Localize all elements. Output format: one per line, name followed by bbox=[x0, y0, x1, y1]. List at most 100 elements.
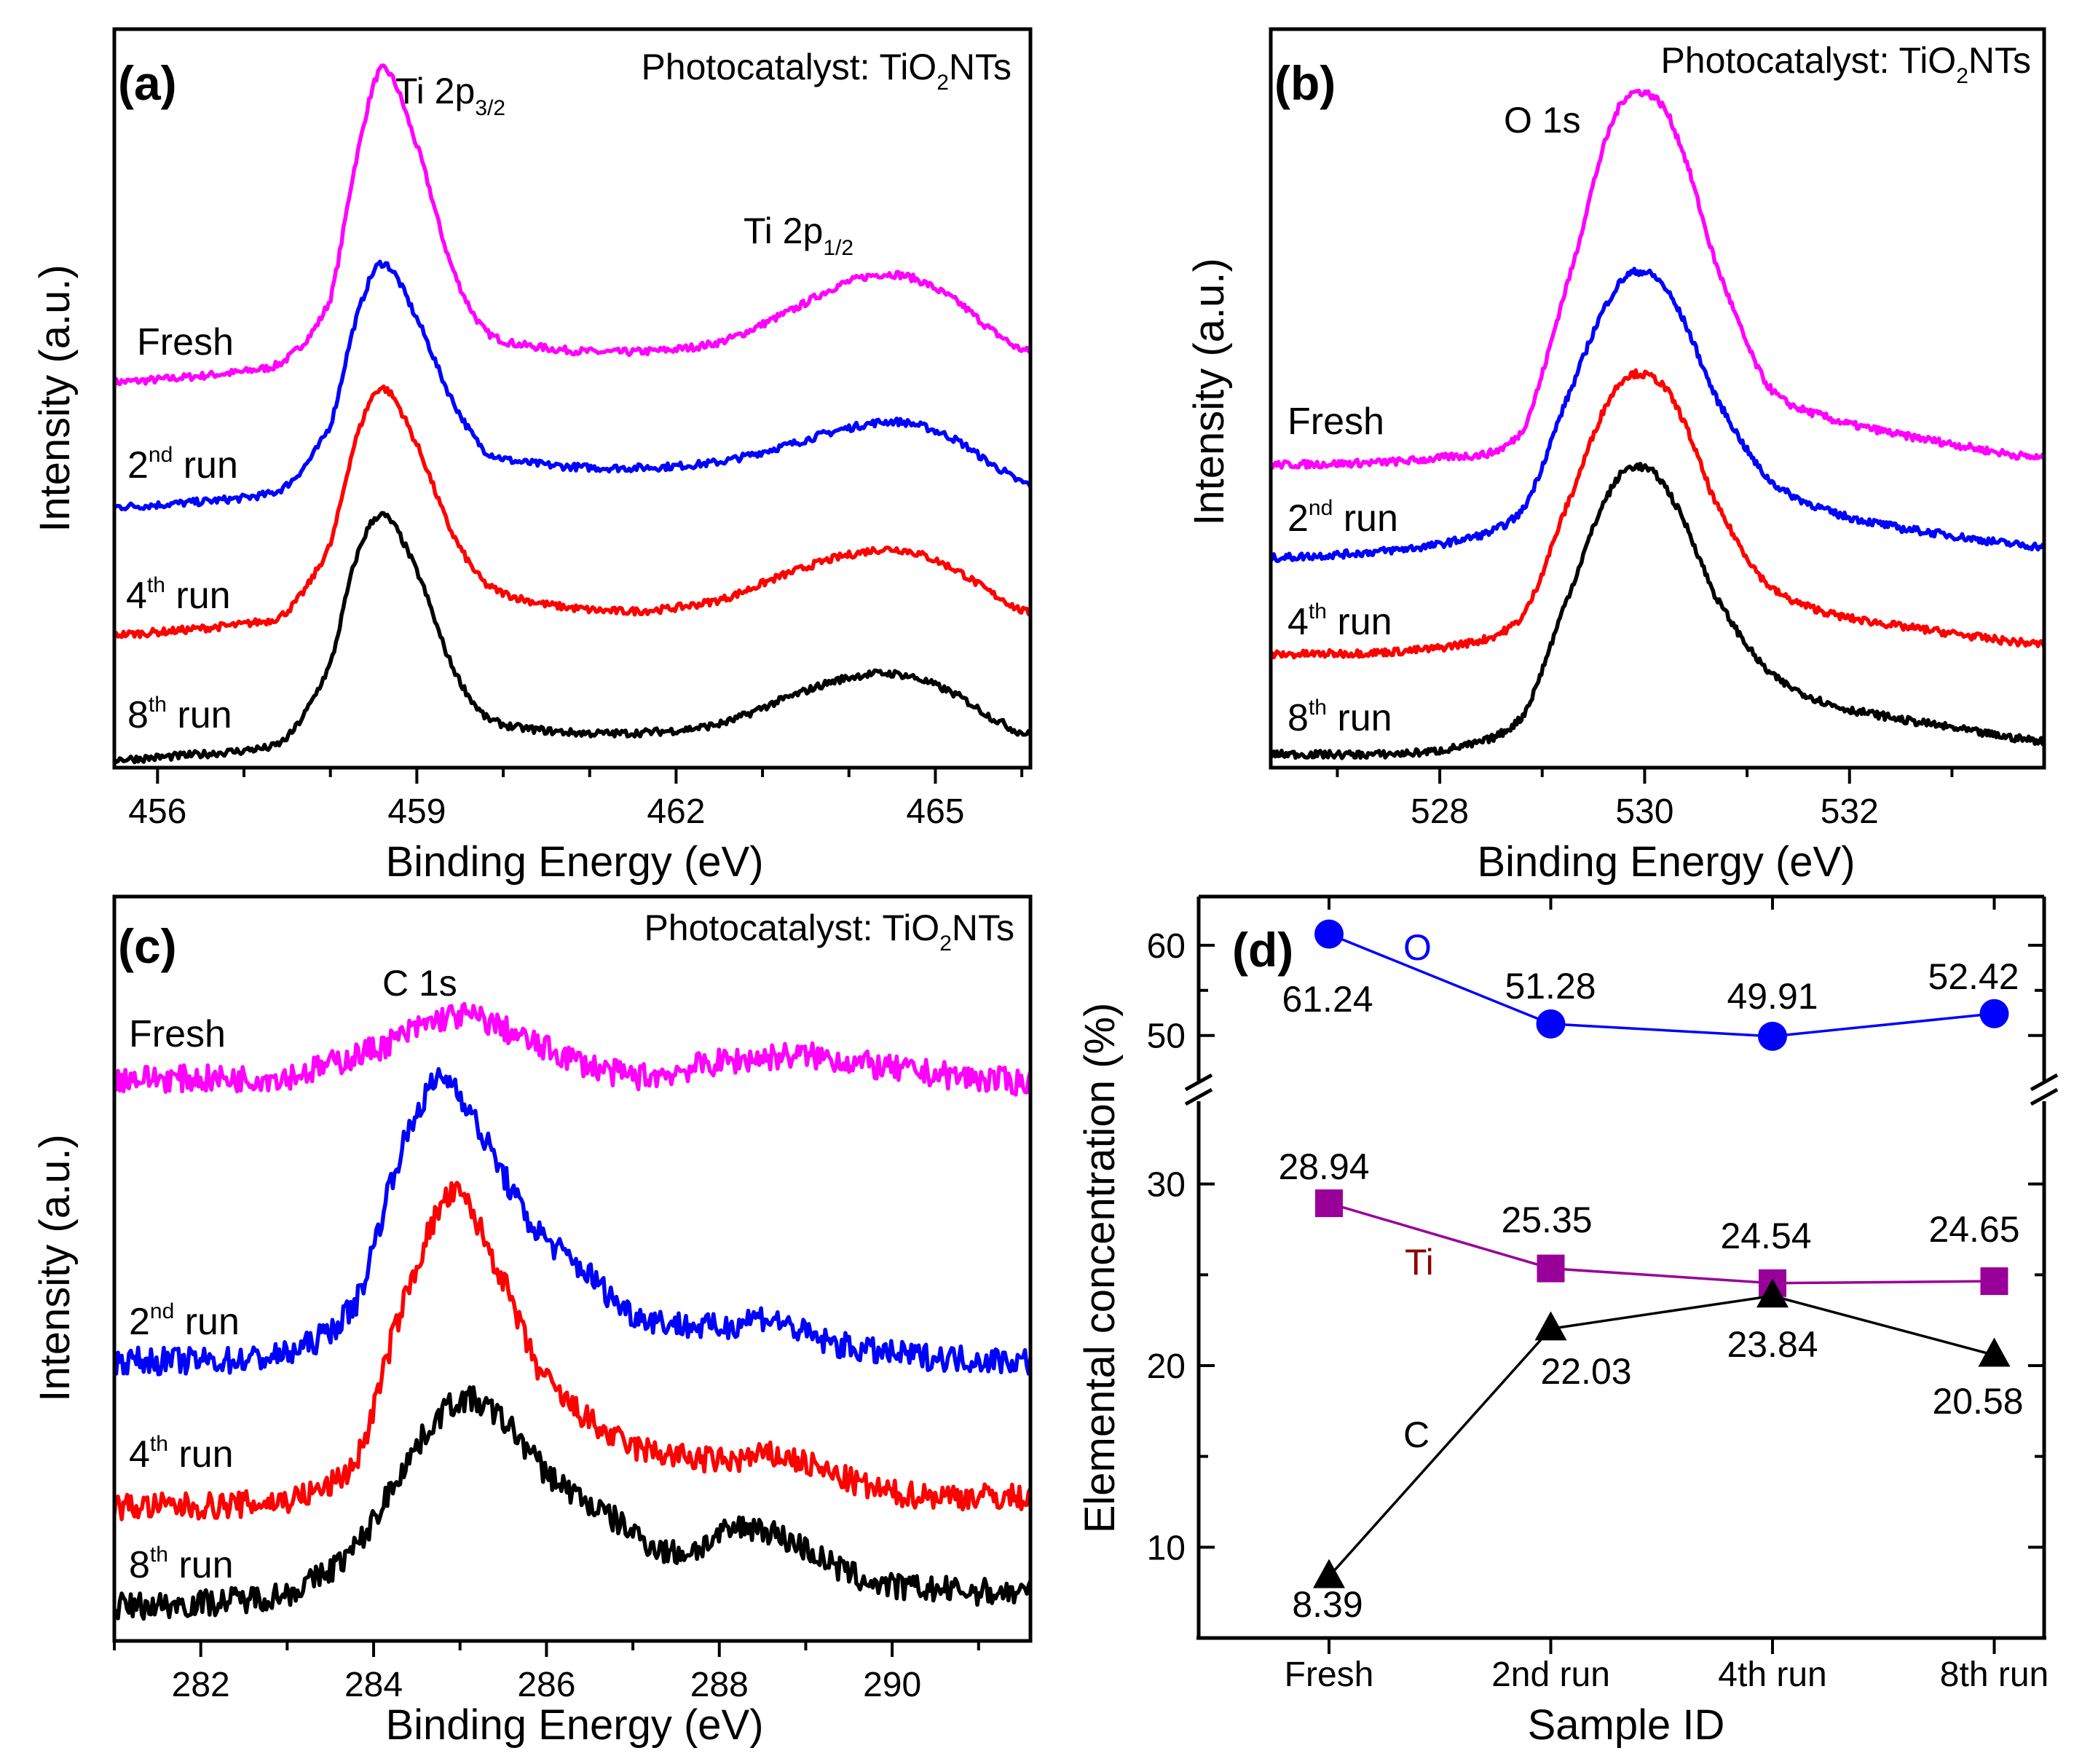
x-tick-label: 8th run bbox=[1940, 1655, 2049, 1694]
panel-c-ticks: 282 284 286 288 290 bbox=[113, 1641, 980, 1704]
x-tick-label: Fresh bbox=[1285, 1655, 1374, 1694]
panel-a-label: (a) bbox=[118, 56, 177, 110]
value-label: 23.84 bbox=[1727, 1324, 1818, 1365]
spectrum-line-fresh bbox=[112, 63, 1033, 387]
marker-circle bbox=[1979, 999, 2009, 1028]
series-label-4th: 4th run bbox=[1288, 599, 1392, 643]
y-tick-label: 10 bbox=[1147, 1529, 1186, 1567]
x-tick-label: 282 bbox=[172, 1666, 230, 1704]
y-tick-label: 30 bbox=[1147, 1166, 1186, 1205]
spectrum-line-fresh bbox=[1269, 88, 2046, 470]
panel-b-frame bbox=[1269, 27, 2046, 770]
peak-label-o-1s: O 1s bbox=[1504, 100, 1581, 141]
panel-a-ylabel: Intensity (a.u.) bbox=[31, 264, 79, 532]
panel-b-curves bbox=[1269, 88, 2046, 760]
marker-square bbox=[1315, 1189, 1343, 1218]
panel-a-xlabel: Binding Energy (eV) bbox=[385, 838, 763, 886]
panel-a-ticks: 456 459 462 465 bbox=[128, 768, 1024, 831]
x-tick-label: 459 bbox=[387, 792, 446, 831]
panel-b-ticks: 528 530 532 bbox=[1336, 768, 1954, 831]
x-tick-label: 286 bbox=[517, 1666, 575, 1704]
y-tick-label: 20 bbox=[1147, 1347, 1186, 1386]
spectrum-line-8th-run bbox=[113, 1385, 1033, 1621]
marker-square bbox=[1537, 1254, 1565, 1283]
marker-circle bbox=[1758, 1021, 1787, 1051]
series-line-o bbox=[1328, 932, 1995, 1038]
panel-a-frame bbox=[112, 27, 1033, 770]
panel-d-lines bbox=[1313, 919, 2011, 1588]
x-tick-label: 532 bbox=[1821, 792, 1879, 831]
x-tick-label: 4th run bbox=[1718, 1655, 1826, 1694]
axis-break-mark bbox=[2030, 1073, 2059, 1092]
spectrum-line-4th-run bbox=[113, 384, 1032, 639]
series-line-ti bbox=[1328, 1202, 1995, 1285]
series-name-c: C bbox=[1403, 1414, 1430, 1455]
spectrum-line-fresh bbox=[112, 1001, 1033, 1097]
spectrum-line-8th-run bbox=[112, 511, 1033, 765]
series-label-fresh: Fresh bbox=[137, 321, 234, 363]
marker-triangle bbox=[1313, 1559, 1345, 1588]
series-label-4th: 4th run bbox=[129, 1432, 234, 1476]
value-label: 49.91 bbox=[1727, 976, 1818, 1017]
value-label: 20.58 bbox=[1932, 1381, 2023, 1422]
panel-a: 456 459 462 465 (a) Photocatalyst: TiO2NTs … bbox=[31, 27, 1033, 886]
value-label: 28.94 bbox=[1278, 1146, 1369, 1187]
series-label-8th: 8th run bbox=[1288, 696, 1392, 739]
panel-c-frame bbox=[112, 894, 1033, 1643]
panel-d-ylabel: Elemental concentration (%) bbox=[1076, 1003, 1124, 1534]
panel-c-xlabel: Binding Energy (eV) bbox=[385, 1701, 763, 1749]
panel-d: 10 20 30 50 60 Fresh 2nd run 4th run 8th run (d)… bbox=[1076, 894, 2059, 1749]
spectrum-line-4th-run bbox=[1270, 368, 2046, 660]
marker-circle bbox=[1314, 919, 1344, 949]
panel-c-title: Photocatalyst: TiO2NTs bbox=[644, 907, 1014, 956]
series-label-2nd: 2nd run bbox=[127, 443, 238, 487]
x-tick-label: 530 bbox=[1615, 792, 1673, 831]
series-label-fresh: Fresh bbox=[1288, 401, 1384, 443]
series-name-o: O bbox=[1403, 927, 1432, 968]
value-label: 22.03 bbox=[1540, 1351, 1631, 1392]
marker-circle bbox=[1536, 1009, 1566, 1039]
series-label-8th: 8th run bbox=[129, 1543, 234, 1586]
x-tick-label: 456 bbox=[128, 792, 186, 831]
marker-triangle bbox=[1978, 1337, 2011, 1367]
value-label: 8.39 bbox=[1292, 1584, 1363, 1625]
marker-triangle bbox=[1756, 1278, 1789, 1308]
y-tick-label: 60 bbox=[1147, 927, 1186, 966]
value-label: 51.28 bbox=[1505, 966, 1596, 1007]
panel-d-axes: 10 20 30 50 60 Fresh 2nd run 4th run 8th run bbox=[1147, 894, 2059, 1694]
x-tick-label: 290 bbox=[863, 1666, 921, 1704]
panel-b-label: (b) bbox=[1274, 56, 1336, 110]
axis-break-mark bbox=[2030, 1087, 2059, 1106]
panel-b-ylabel: Intensity (a.u.) bbox=[1186, 258, 1233, 525]
peak-label-ti-2p1: Ti 2p1/2 bbox=[744, 210, 853, 260]
value-label: 24.54 bbox=[1720, 1216, 1811, 1256]
panel-c-ylabel: Intensity (a.u.) bbox=[31, 1134, 79, 1401]
series-label-8th: 8th run bbox=[127, 693, 232, 736]
series-label-2nd: 2nd run bbox=[129, 1299, 240, 1343]
panel-a-title: Photocatalyst: TiO2NTs bbox=[641, 47, 1012, 95]
series-label-4th: 4th run bbox=[126, 573, 231, 617]
value-label: 61.24 bbox=[1282, 979, 1373, 1020]
peak-label-c-1s: C 1s bbox=[382, 963, 457, 1004]
panel-c-curves bbox=[112, 1001, 1033, 1621]
panel-d-xlabel: Sample ID bbox=[1528, 1701, 1725, 1749]
axis-break-mark bbox=[1184, 1073, 1213, 1092]
panel-a-curves bbox=[112, 63, 1033, 765]
x-tick-label: 465 bbox=[906, 792, 964, 831]
series-label-2nd: 2nd run bbox=[1288, 496, 1398, 540]
value-label: 24.65 bbox=[1928, 1209, 2019, 1250]
series-label-fresh: Fresh bbox=[129, 1013, 226, 1055]
spectrum-line-4th-run bbox=[112, 1181, 1033, 1521]
series-line-c bbox=[1328, 1294, 1995, 1578]
x-tick-label: 288 bbox=[690, 1666, 749, 1704]
panel-b-title: Photocatalyst: TiO2NTs bbox=[1660, 40, 2031, 88]
marker-square bbox=[1980, 1267, 2008, 1296]
panel-d-label: (d) bbox=[1232, 923, 1293, 977]
x-tick-label: 2nd run bbox=[1491, 1655, 1610, 1694]
axis-break-mark bbox=[1184, 1087, 1213, 1106]
x-tick-label: 462 bbox=[647, 792, 705, 831]
marker-triangle bbox=[1534, 1311, 1567, 1341]
spectrum-line-2nd-run bbox=[114, 259, 1033, 512]
spectrum-line-2nd-run bbox=[114, 1067, 1033, 1377]
